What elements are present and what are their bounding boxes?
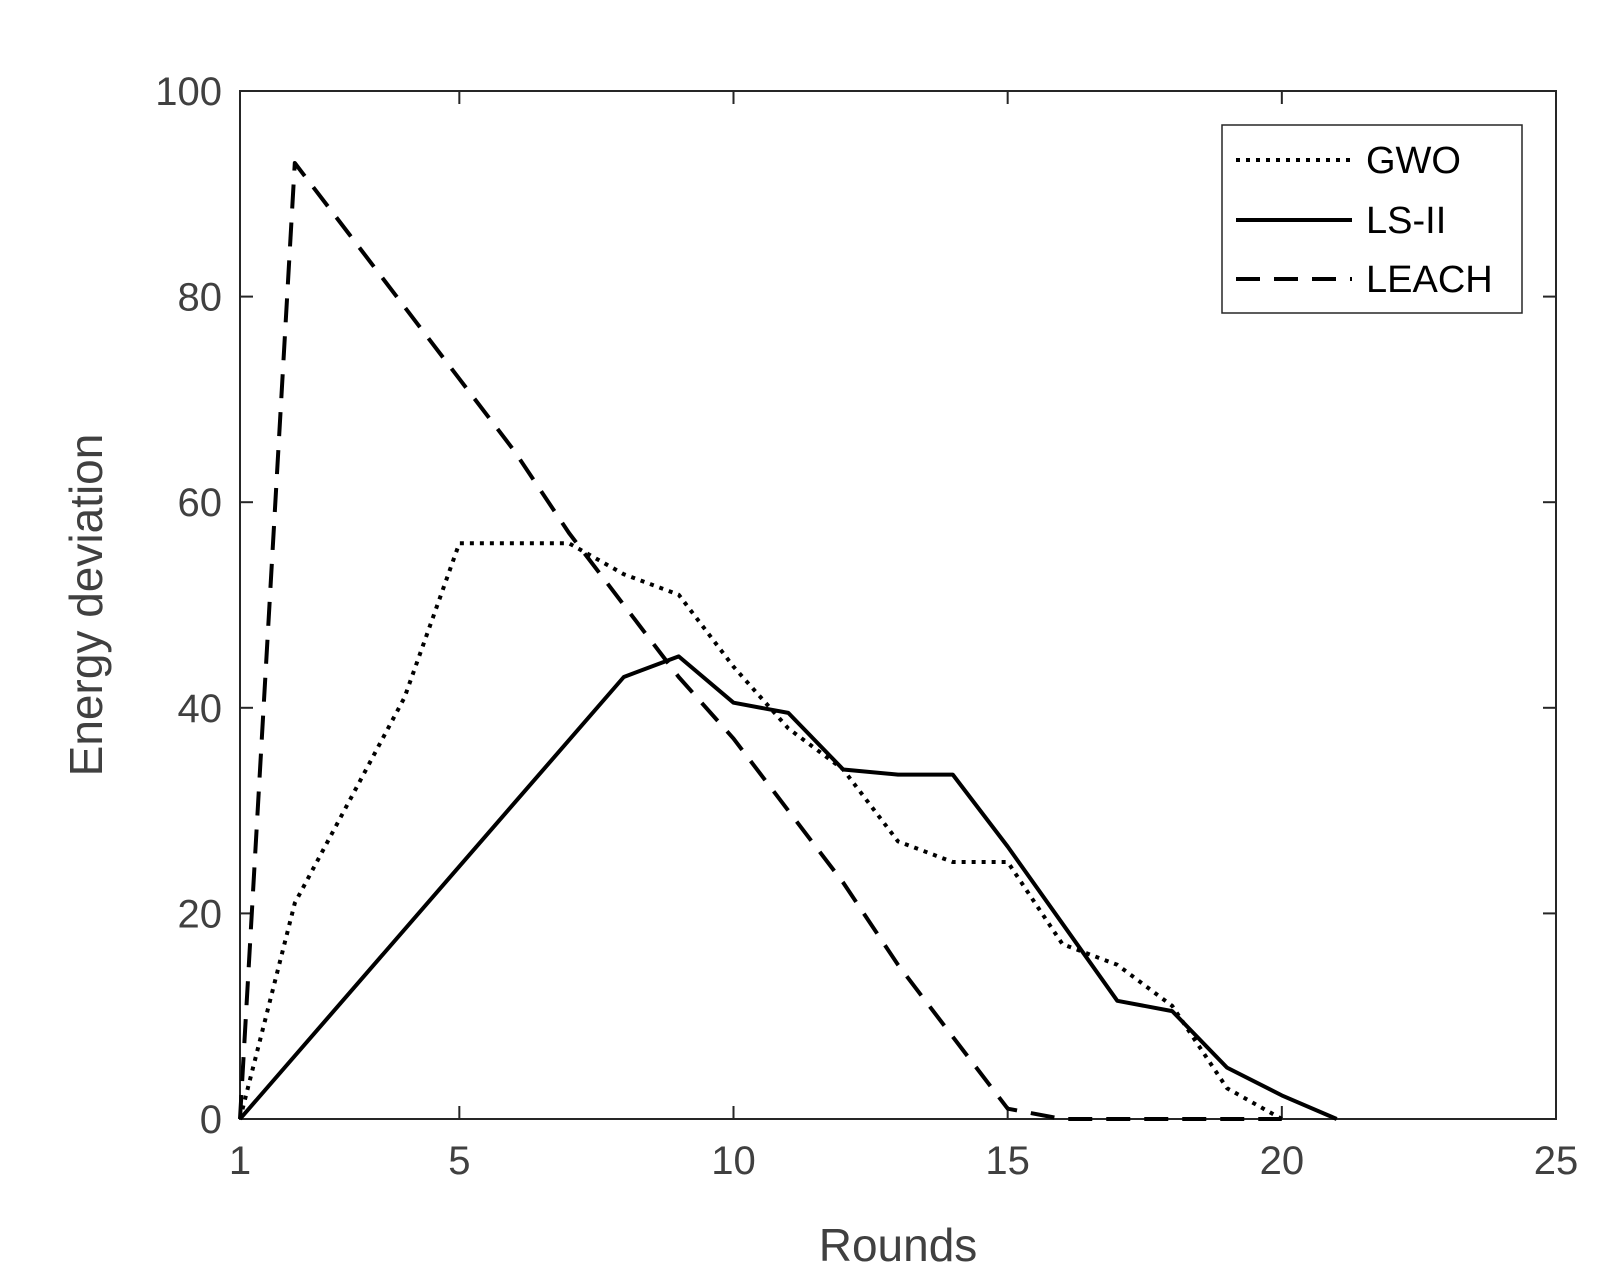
x-tick-label: 10: [711, 1139, 756, 1183]
legend-label-ls-ii: LS-II: [1366, 200, 1446, 242]
series-line-leach: [238, 161, 1282, 1121]
x-tick-label: 5: [448, 1139, 470, 1183]
legend: GWO LS-II LEACH: [1221, 124, 1523, 314]
legend-label-leach: LEACH: [1366, 259, 1493, 301]
y-axis-label: Energy deviation: [60, 434, 112, 777]
x-tick-label: 15: [985, 1139, 1030, 1183]
y-tick-label: 80: [178, 276, 223, 320]
y-tick-label: 40: [178, 687, 223, 731]
y-tick-label: 60: [178, 481, 223, 525]
x-tick-label: 20: [1260, 1139, 1305, 1183]
series-line-ls-ii: [238, 654, 1338, 1121]
series-line-gwo: [238, 541, 1283, 1121]
y-tick-label: 20: [178, 892, 223, 936]
series-lines: [238, 161, 1338, 1121]
x-tick-label: 1: [229, 1139, 251, 1183]
x-tick-label: 25: [1534, 1139, 1579, 1183]
y-tick-label: 100: [155, 70, 222, 114]
y-tick-label: 0: [200, 1098, 222, 1142]
legend-label-gwo: GWO: [1366, 140, 1461, 182]
x-axis-label: Rounds: [819, 1219, 978, 1271]
